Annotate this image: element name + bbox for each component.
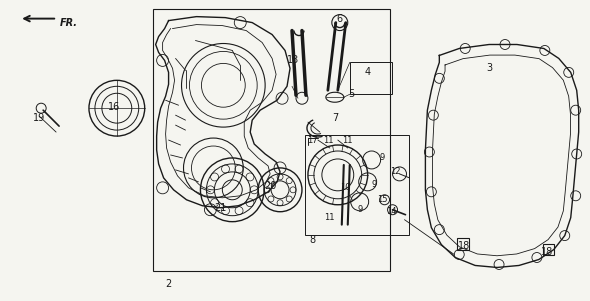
Text: 15: 15 xyxy=(378,195,388,204)
Bar xyxy=(457,237,469,250)
Text: 11: 11 xyxy=(324,213,335,222)
Text: 11: 11 xyxy=(343,135,353,144)
Text: 7: 7 xyxy=(332,113,338,123)
Text: FR.: FR. xyxy=(60,17,78,28)
Text: 4: 4 xyxy=(365,67,371,77)
Text: 6: 6 xyxy=(337,14,343,23)
Text: 21: 21 xyxy=(214,203,227,213)
Text: 9: 9 xyxy=(357,205,362,214)
Text: 8: 8 xyxy=(310,234,316,245)
Bar xyxy=(543,244,554,255)
Text: 17: 17 xyxy=(307,135,317,144)
Text: 12: 12 xyxy=(390,167,401,176)
Text: 18: 18 xyxy=(540,247,553,256)
Text: 5: 5 xyxy=(349,89,355,99)
Text: 11: 11 xyxy=(323,135,333,144)
Text: 2: 2 xyxy=(165,279,172,289)
Text: 10: 10 xyxy=(340,183,351,192)
Text: 13: 13 xyxy=(287,55,299,65)
Text: 9: 9 xyxy=(380,154,385,163)
Bar xyxy=(305,135,409,234)
Text: 19: 19 xyxy=(33,113,45,123)
Bar xyxy=(153,9,389,272)
Text: 9: 9 xyxy=(371,180,376,189)
Text: 20: 20 xyxy=(264,181,276,191)
Bar xyxy=(350,62,392,94)
Text: 18: 18 xyxy=(458,240,470,250)
Text: 16: 16 xyxy=(108,102,120,112)
Text: 14: 14 xyxy=(386,207,397,216)
Text: 3: 3 xyxy=(486,64,492,73)
